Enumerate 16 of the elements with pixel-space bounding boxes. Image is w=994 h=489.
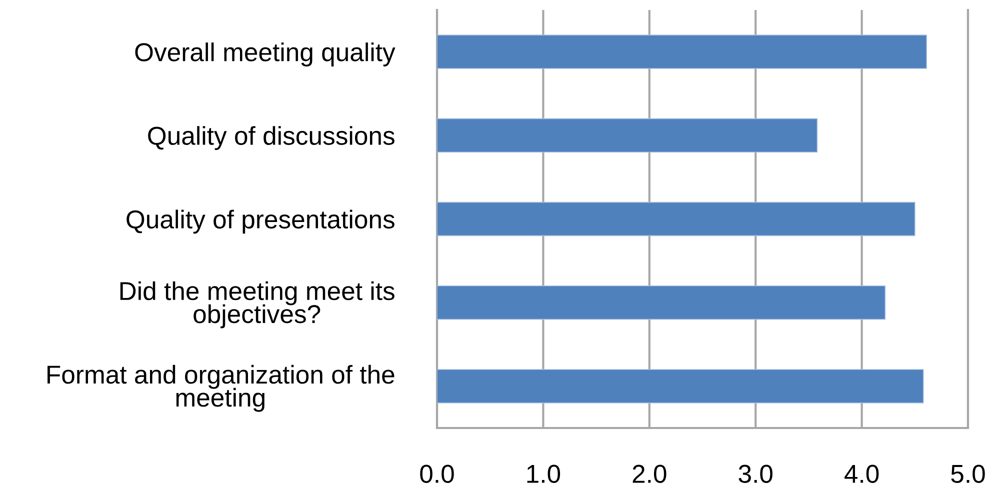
y-tick-label: Quality of presentations <box>126 210 394 234</box>
bar <box>437 369 924 404</box>
y-tick-label: Format and organization of the meeting <box>48 364 394 412</box>
y-tick-label: Quality of discussions <box>148 126 394 150</box>
x-tick-label: 3.0 <box>738 464 772 483</box>
x-tick-label: 2.0 <box>632 464 666 483</box>
bar <box>437 118 818 153</box>
bar <box>437 202 916 236</box>
y-tick-label: Overall meeting quality <box>135 42 396 66</box>
x-tick-label: 4.0 <box>844 464 879 483</box>
x-tick-label: 0.0 <box>420 464 454 483</box>
bar <box>437 285 886 320</box>
bar <box>437 34 927 69</box>
x-tick-label: 5.0 <box>951 464 985 483</box>
x-tick-label: 1.0 <box>527 464 560 483</box>
y-tick-label: Did the meeting meet its objectives? <box>120 281 394 328</box>
